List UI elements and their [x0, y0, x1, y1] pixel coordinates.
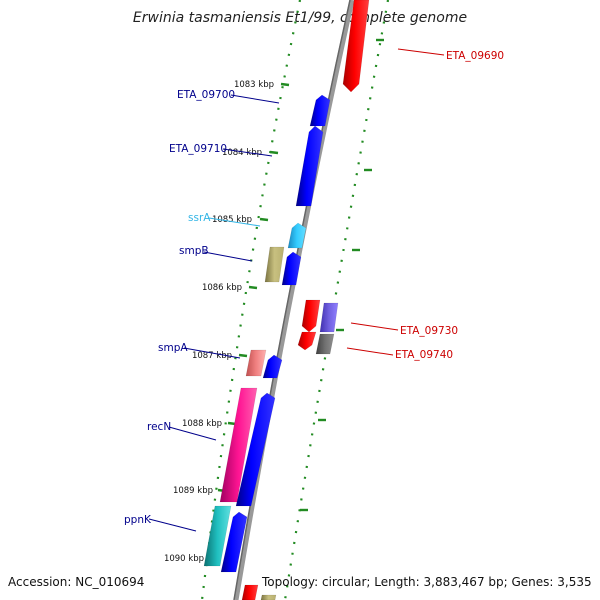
- gene-label-smpa[interactable]: smpA: [158, 342, 188, 354]
- topology-summary: Topology: circular; Length: 3,883,467 bp…: [262, 575, 592, 589]
- gene-features: [203, 0, 370, 600]
- kbp-label: 1086 kbp: [202, 283, 242, 293]
- kbp-label: 1088 kbp: [182, 419, 222, 429]
- gene-feature[interactable]: [301, 299, 321, 333]
- kbp-label: 1085 kbp: [212, 215, 252, 225]
- gene-leader-line: [183, 347, 241, 359]
- gene-label-smpb[interactable]: smpB: [179, 245, 209, 257]
- gene-feature[interactable]: [235, 392, 276, 507]
- gene-label-ppnk[interactable]: ppnK: [124, 514, 152, 526]
- gene-leader-line: [168, 426, 217, 441]
- accession-label: Accession: NC_010694: [8, 575, 145, 589]
- gene-feature[interactable]: [220, 511, 248, 573]
- gene-feature[interactable]: [309, 94, 331, 127]
- gene-feature[interactable]: [262, 354, 283, 379]
- gene-feature[interactable]: [319, 302, 339, 333]
- kbp-tick: [248, 285, 258, 290]
- kbp-scale-labels: 1083 kbp 1084 kbp 1085 kbp 1086 kbp 1087 kbp…: [164, 80, 274, 564]
- gene-feature[interactable]: [203, 505, 232, 567]
- gene-feature[interactable]: [264, 246, 285, 283]
- gene-leader-line: [148, 518, 197, 532]
- gene-leader-line: [230, 94, 280, 104]
- gene-leader-line: [397, 48, 445, 56]
- gene-labels: ETA_09690 ETA_09700 ETA_09710 ssrA smpB ETA_0…: [124, 48, 504, 532]
- gene-leader-line: [222, 148, 273, 157]
- gene-leader-line: [346, 347, 394, 356]
- gene-leader-line: [208, 217, 261, 227]
- kbp-tick: [269, 150, 279, 155]
- kbp-label: 1087 kbp: [192, 351, 232, 361]
- kbp-label: 1090 kbp: [164, 554, 204, 564]
- gene-feature[interactable]: [281, 251, 302, 286]
- genome-backbone: [233, 0, 355, 600]
- gene-leader-line: [203, 251, 253, 262]
- gene-feature[interactable]: [297, 331, 317, 351]
- gene-feature[interactable]: [342, 0, 370, 93]
- gene-feature[interactable]: [245, 349, 267, 377]
- gene-feature[interactable]: [287, 222, 307, 249]
- gene-feature[interactable]: [295, 125, 324, 207]
- gene-feature[interactable]: [260, 594, 277, 600]
- gene-label-eta_09700[interactable]: ETA_09700: [177, 89, 235, 101]
- gene-label-ssra[interactable]: ssrA: [188, 212, 211, 224]
- gene-leader-line: [350, 322, 399, 331]
- kbp-tick: [259, 217, 269, 222]
- gene-label-eta_09710[interactable]: ETA_09710: [169, 143, 227, 155]
- kbp-tick: [238, 353, 248, 358]
- gene-feature[interactable]: [315, 333, 335, 355]
- gene-feature[interactable]: [241, 584, 259, 600]
- kbp-tick: [280, 82, 290, 87]
- kbp-label: 1084 kbp: [222, 148, 262, 158]
- genome-backbone-shade: [233, 0, 351, 600]
- kbp-label: 1089 kbp: [173, 486, 213, 496]
- gene-label-eta_09690[interactable]: ETA_09690: [446, 50, 504, 62]
- kbp-label: 1083 kbp: [234, 80, 274, 90]
- gene-label-eta_09740[interactable]: ETA_09740: [395, 349, 453, 361]
- gene-label-recn[interactable]: recN: [147, 421, 171, 433]
- gene-label-eta_09730[interactable]: ETA_09730: [400, 325, 458, 337]
